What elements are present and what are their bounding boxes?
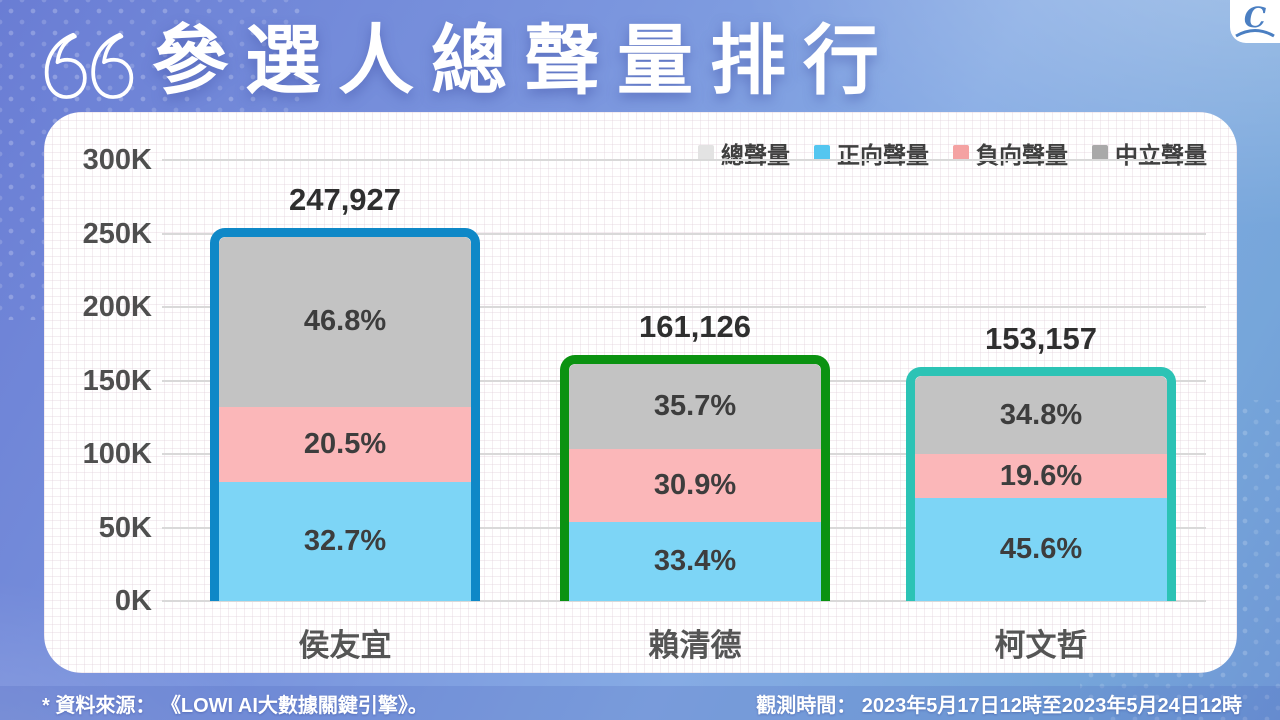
legend-swatch	[1092, 145, 1108, 161]
percent-label: 33.4%	[653, 544, 737, 577]
brand-logo-mark: C	[1235, 1, 1275, 38]
percent-label: 30.9%	[653, 468, 737, 501]
slide-header: 參選人總聲量排行	[40, 14, 896, 114]
bar-total-label: 161,126	[638, 309, 752, 345]
bar-total-label: 247,927	[288, 181, 402, 217]
bar-segment-負向聲量: 20.5%	[219, 407, 471, 482]
bar-total-label: 153,157	[984, 320, 1098, 356]
gridline	[162, 232, 1206, 235]
category-label: 柯文哲	[994, 628, 1088, 663]
legend-item-1: 正向聲量	[814, 136, 929, 170]
logo-wave	[1235, 29, 1275, 38]
stacked-bar-2: 35.7% 30.9% 33.4%	[560, 355, 830, 601]
observation-period: 觀測時間： 2023年5月17日12時至2023年5月24日12時	[756, 694, 1242, 717]
y-axis-tick-label: 300K	[82, 144, 152, 176]
bar-segment-正向聲量: 45.6%	[915, 498, 1167, 601]
gridline	[162, 159, 1206, 161]
y-axis-tick-label: 250K	[82, 217, 152, 250]
legend-label: 負向聲量	[976, 142, 1068, 168]
category-label: 侯友宜	[298, 628, 392, 663]
slide-footer: * 資料來源： 《LOWI AI大數據關鍵引擎》。 觀測時間： 2023年5月1…	[0, 686, 1280, 720]
percent-label: 46.8%	[303, 305, 387, 338]
legend-label: 正向聲量	[837, 142, 929, 168]
percent-label: 34.8%	[999, 398, 1083, 431]
percent-label: 20.5%	[303, 427, 387, 460]
brand-logo: C	[1230, 0, 1280, 43]
quote-icon	[44, 32, 134, 99]
bar-segment-中立聲量: 35.7%	[569, 364, 821, 449]
legend-label: 中立聲量	[1115, 142, 1207, 168]
page-title: 參選人總聲量排行	[152, 19, 896, 104]
y-axis-tick-label: 200K	[82, 291, 152, 323]
legend-item-3: 中立聲量	[1092, 136, 1207, 170]
legend-swatch	[698, 145, 714, 161]
chart-legend: 總聲量 正向聲量 負向聲量 中立聲量	[698, 136, 1207, 170]
bar-segment-負向聲量: 30.9%	[569, 448, 821, 522]
gridline	[162, 600, 1206, 602]
logo-letter: C	[1244, 1, 1267, 34]
y-axis-tick-label: 100K	[82, 438, 152, 470]
category-label: 賴清德	[648, 628, 742, 663]
y-axis-tick-label: 50K	[98, 511, 152, 544]
legend-swatch	[814, 145, 830, 161]
y-axis-tick-label: 150K	[82, 364, 152, 397]
y-axis-tick-label: 0K	[114, 585, 152, 617]
bar-segment-正向聲量: 32.7%	[219, 481, 471, 601]
legend-label: 總聲量	[721, 142, 790, 168]
bar-segment-負向聲量: 19.6%	[915, 454, 1167, 499]
percent-label: 45.6%	[999, 533, 1083, 566]
stacked-bar-3: 34.8% 19.6% 45.6%	[906, 366, 1176, 601]
data-source-note: * 資料來源： 《LOWI AI大數據關鍵引擎》。	[42, 694, 428, 717]
legend-item-2: 負向聲量	[953, 136, 1068, 170]
chart-card: 總聲量 正向聲量 負向聲量 中立聲量 300K 250K 200K 150K 100K 50K 0…	[44, 112, 1237, 673]
stacked-bar-1: 46.8% 20.5% 32.7%	[210, 227, 480, 601]
bar-segment-中立聲量: 46.8%	[219, 236, 471, 408]
percent-label: 32.7%	[303, 524, 387, 557]
gridline	[162, 306, 1206, 308]
bar-segment-中立聲量: 34.8%	[915, 375, 1167, 455]
legend-swatch	[953, 145, 969, 161]
legend-item-0: 總聲量	[698, 136, 790, 170]
percent-label: 19.6%	[999, 459, 1083, 492]
percent-label: 35.7%	[653, 389, 737, 422]
bar-segment-正向聲量: 33.4%	[569, 521, 821, 601]
